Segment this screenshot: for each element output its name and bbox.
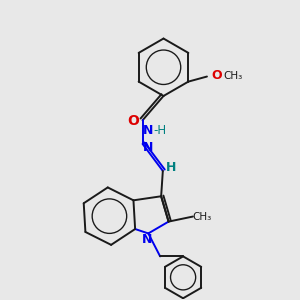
Text: N: N — [142, 233, 152, 246]
Text: CH₃: CH₃ — [224, 71, 243, 81]
Text: O: O — [211, 69, 222, 82]
Text: N: N — [143, 142, 154, 154]
Text: H: H — [166, 161, 176, 174]
Text: -H: -H — [153, 124, 166, 137]
Text: CH₃: CH₃ — [193, 212, 212, 221]
Text: O: O — [127, 114, 139, 128]
Text: N: N — [143, 124, 154, 137]
